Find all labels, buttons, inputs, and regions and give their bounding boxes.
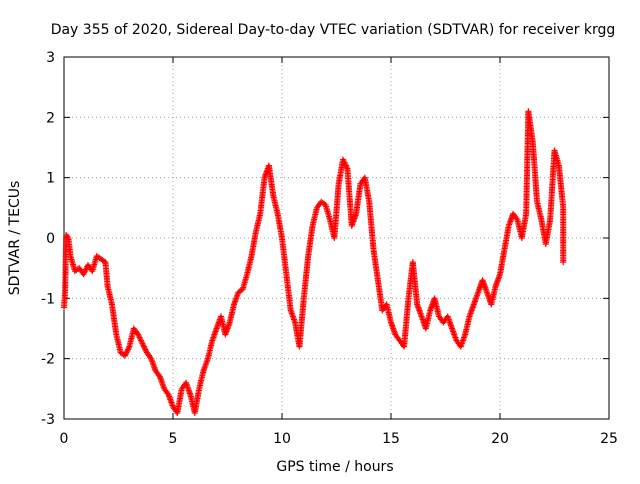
x-tick-label: 5 [169,431,178,447]
x-tick-label: 15 [382,431,400,447]
y-tick-label: 1 [46,171,55,187]
x-tick-label: 10 [273,431,291,447]
x-tick-label: 20 [491,431,509,447]
data-point [560,259,567,266]
y-axis-label: SDTVAR / TECUs [7,181,23,296]
y-tick-label: 0 [46,231,55,247]
x-axis-label: GPS time / hours [276,459,393,475]
y-tick-label: 2 [46,110,55,126]
tick-labels: 0 5 10 15 20 25 -3 -2 -1 0 1 2 3 [41,50,618,447]
y-tick-label: 3 [46,50,55,66]
x-tick-label: 0 [60,431,69,447]
x-tick-label: 25 [600,431,618,447]
y-tick-label: -2 [41,352,55,368]
data-points [61,108,567,416]
y-tick-label: -3 [41,412,55,428]
chart-title: Day 355 of 2020, Sidereal Day-to-day VTE… [51,22,616,38]
y-tick-label: -1 [41,291,55,307]
